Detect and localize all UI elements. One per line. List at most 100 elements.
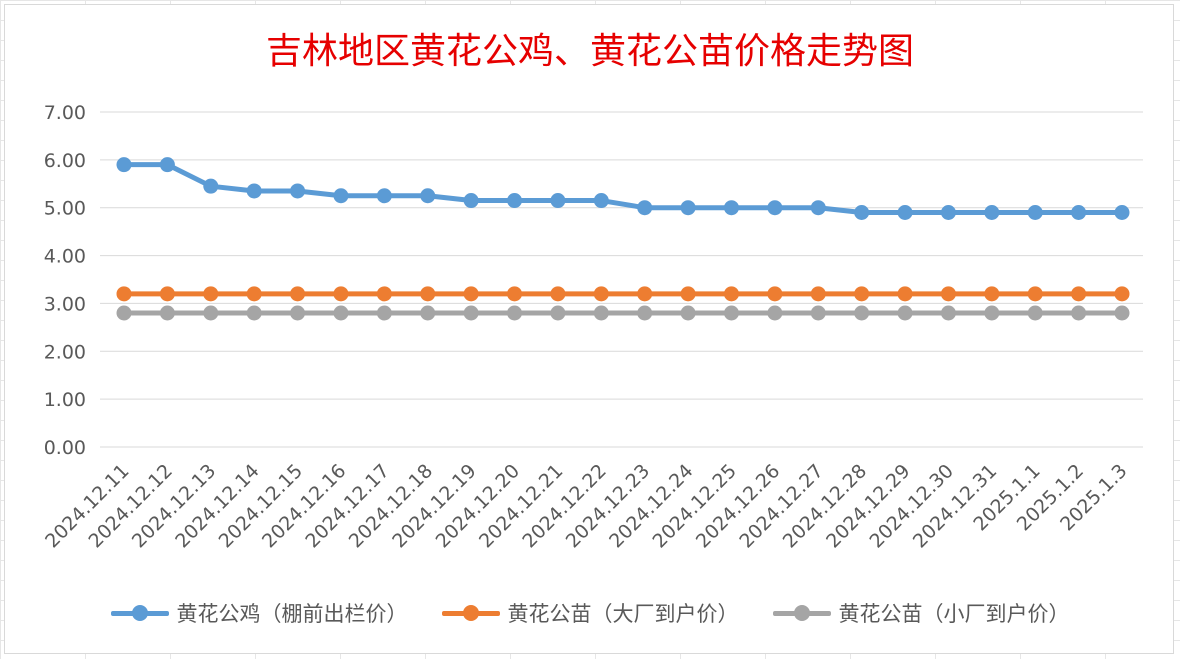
data-point (203, 178, 219, 194)
data-point (420, 305, 436, 321)
legend-marker (131, 605, 148, 621)
legend-marker (793, 605, 810, 621)
data-point (290, 183, 306, 199)
legend-item-chick-small-farm[interactable]: 黄花公苗（小厂到户价） (772, 598, 1070, 628)
data-point (290, 286, 306, 302)
data-point (1027, 305, 1043, 321)
data-point (420, 286, 436, 302)
data-point (507, 286, 523, 302)
data-point (767, 286, 783, 302)
data-point (810, 286, 826, 302)
y-tick-label: 7.00 (44, 102, 86, 124)
y-tick-label: 4.00 (44, 246, 86, 268)
data-point (854, 205, 870, 220)
data-point (463, 286, 479, 302)
data-point (290, 305, 306, 321)
series-line (121, 162, 1125, 215)
data-point (984, 205, 1000, 220)
data-point (680, 286, 696, 302)
data-point (376, 188, 392, 204)
data-point (854, 286, 870, 302)
data-point (810, 305, 826, 321)
data-point (246, 305, 262, 321)
y-tick-label: 0.00 (44, 437, 86, 459)
data-point (550, 286, 566, 302)
data-point (637, 305, 653, 321)
data-point (246, 286, 262, 302)
y-axis-ticks: 0.00 1.00 2.00 3.00 4.00 5.00 6.00 7.00 (44, 102, 86, 459)
y-tick-label: 1.00 (44, 389, 86, 411)
data-point (116, 305, 132, 321)
data-point (680, 200, 696, 216)
data-point (1114, 286, 1130, 302)
data-point (723, 200, 739, 216)
legend-swatch-rooster (110, 602, 169, 624)
data-point (463, 305, 479, 321)
data-point (637, 286, 653, 302)
grid-lines (100, 111, 1143, 448)
series-1 (116, 286, 1130, 302)
data-point (593, 193, 609, 209)
data-point (897, 305, 913, 321)
data-point (203, 305, 219, 321)
data-point (897, 286, 913, 302)
data-point (984, 286, 1000, 302)
data-point (767, 200, 783, 216)
data-point (593, 305, 609, 321)
data-point (680, 305, 696, 321)
data-point (246, 183, 262, 199)
data-point (463, 193, 479, 209)
data-point (940, 286, 956, 302)
data-point (333, 188, 349, 204)
data-point (940, 305, 956, 321)
data-point (1071, 286, 1087, 302)
data-point (333, 305, 349, 321)
legend-item-rooster[interactable]: 黄花公鸡（棚前出栏价） (110, 598, 408, 628)
series-0 (116, 157, 1130, 220)
legend-label-rooster: 黄花公鸡（棚前出栏价） (176, 602, 408, 626)
data-point (420, 188, 436, 204)
series-layer (116, 157, 1130, 321)
data-point (1071, 205, 1087, 220)
data-point (984, 305, 1000, 321)
data-point (723, 286, 739, 302)
legend-swatch-chick-large-farm (441, 602, 500, 624)
data-point (940, 205, 956, 220)
data-point (550, 193, 566, 209)
legend-swatch-chick-small-farm (772, 602, 831, 624)
data-point (1114, 305, 1130, 321)
data-point (507, 305, 523, 321)
data-point (203, 286, 219, 302)
data-point (810, 200, 826, 216)
data-point (376, 286, 392, 302)
series-2 (116, 305, 1130, 321)
data-point (854, 305, 870, 321)
legend-marker (462, 605, 479, 621)
legend-label-chick-large-farm: 黄花公苗（大厂到户价） (507, 602, 739, 626)
data-point (550, 305, 566, 321)
x-axis-ticks: 2024.12.112024.12.122024.12.132024.12.14… (41, 460, 1131, 552)
data-point (1027, 205, 1043, 220)
data-point (593, 286, 609, 302)
y-tick-label: 3.00 (44, 293, 86, 315)
data-point (116, 157, 132, 173)
data-point (507, 193, 523, 209)
legend-item-chick-large-farm[interactable]: 黄花公苗（大厂到户价） (441, 598, 739, 628)
data-point (897, 205, 913, 220)
data-point (767, 305, 783, 321)
data-point (159, 305, 175, 321)
data-point (1071, 305, 1087, 321)
chart-title: 吉林地区黄花公鸡、黄花公苗价格走势图 (265, 31, 914, 72)
data-point (159, 286, 175, 302)
data-point (1027, 286, 1043, 302)
legend: 黄花公鸡（棚前出栏价） 黄花公苗（大厂到户价） 黄花公苗（小厂到户价） (0, 598, 1180, 628)
y-tick-label: 2.00 (44, 341, 86, 363)
data-point (1114, 205, 1130, 220)
legend-label-chick-small-farm: 黄花公苗（小厂到户价） (838, 602, 1070, 626)
y-tick-label: 5.00 (44, 198, 86, 220)
data-point (376, 305, 392, 321)
y-tick-label: 6.00 (44, 150, 86, 172)
data-point (116, 286, 132, 302)
data-point (159, 157, 175, 173)
